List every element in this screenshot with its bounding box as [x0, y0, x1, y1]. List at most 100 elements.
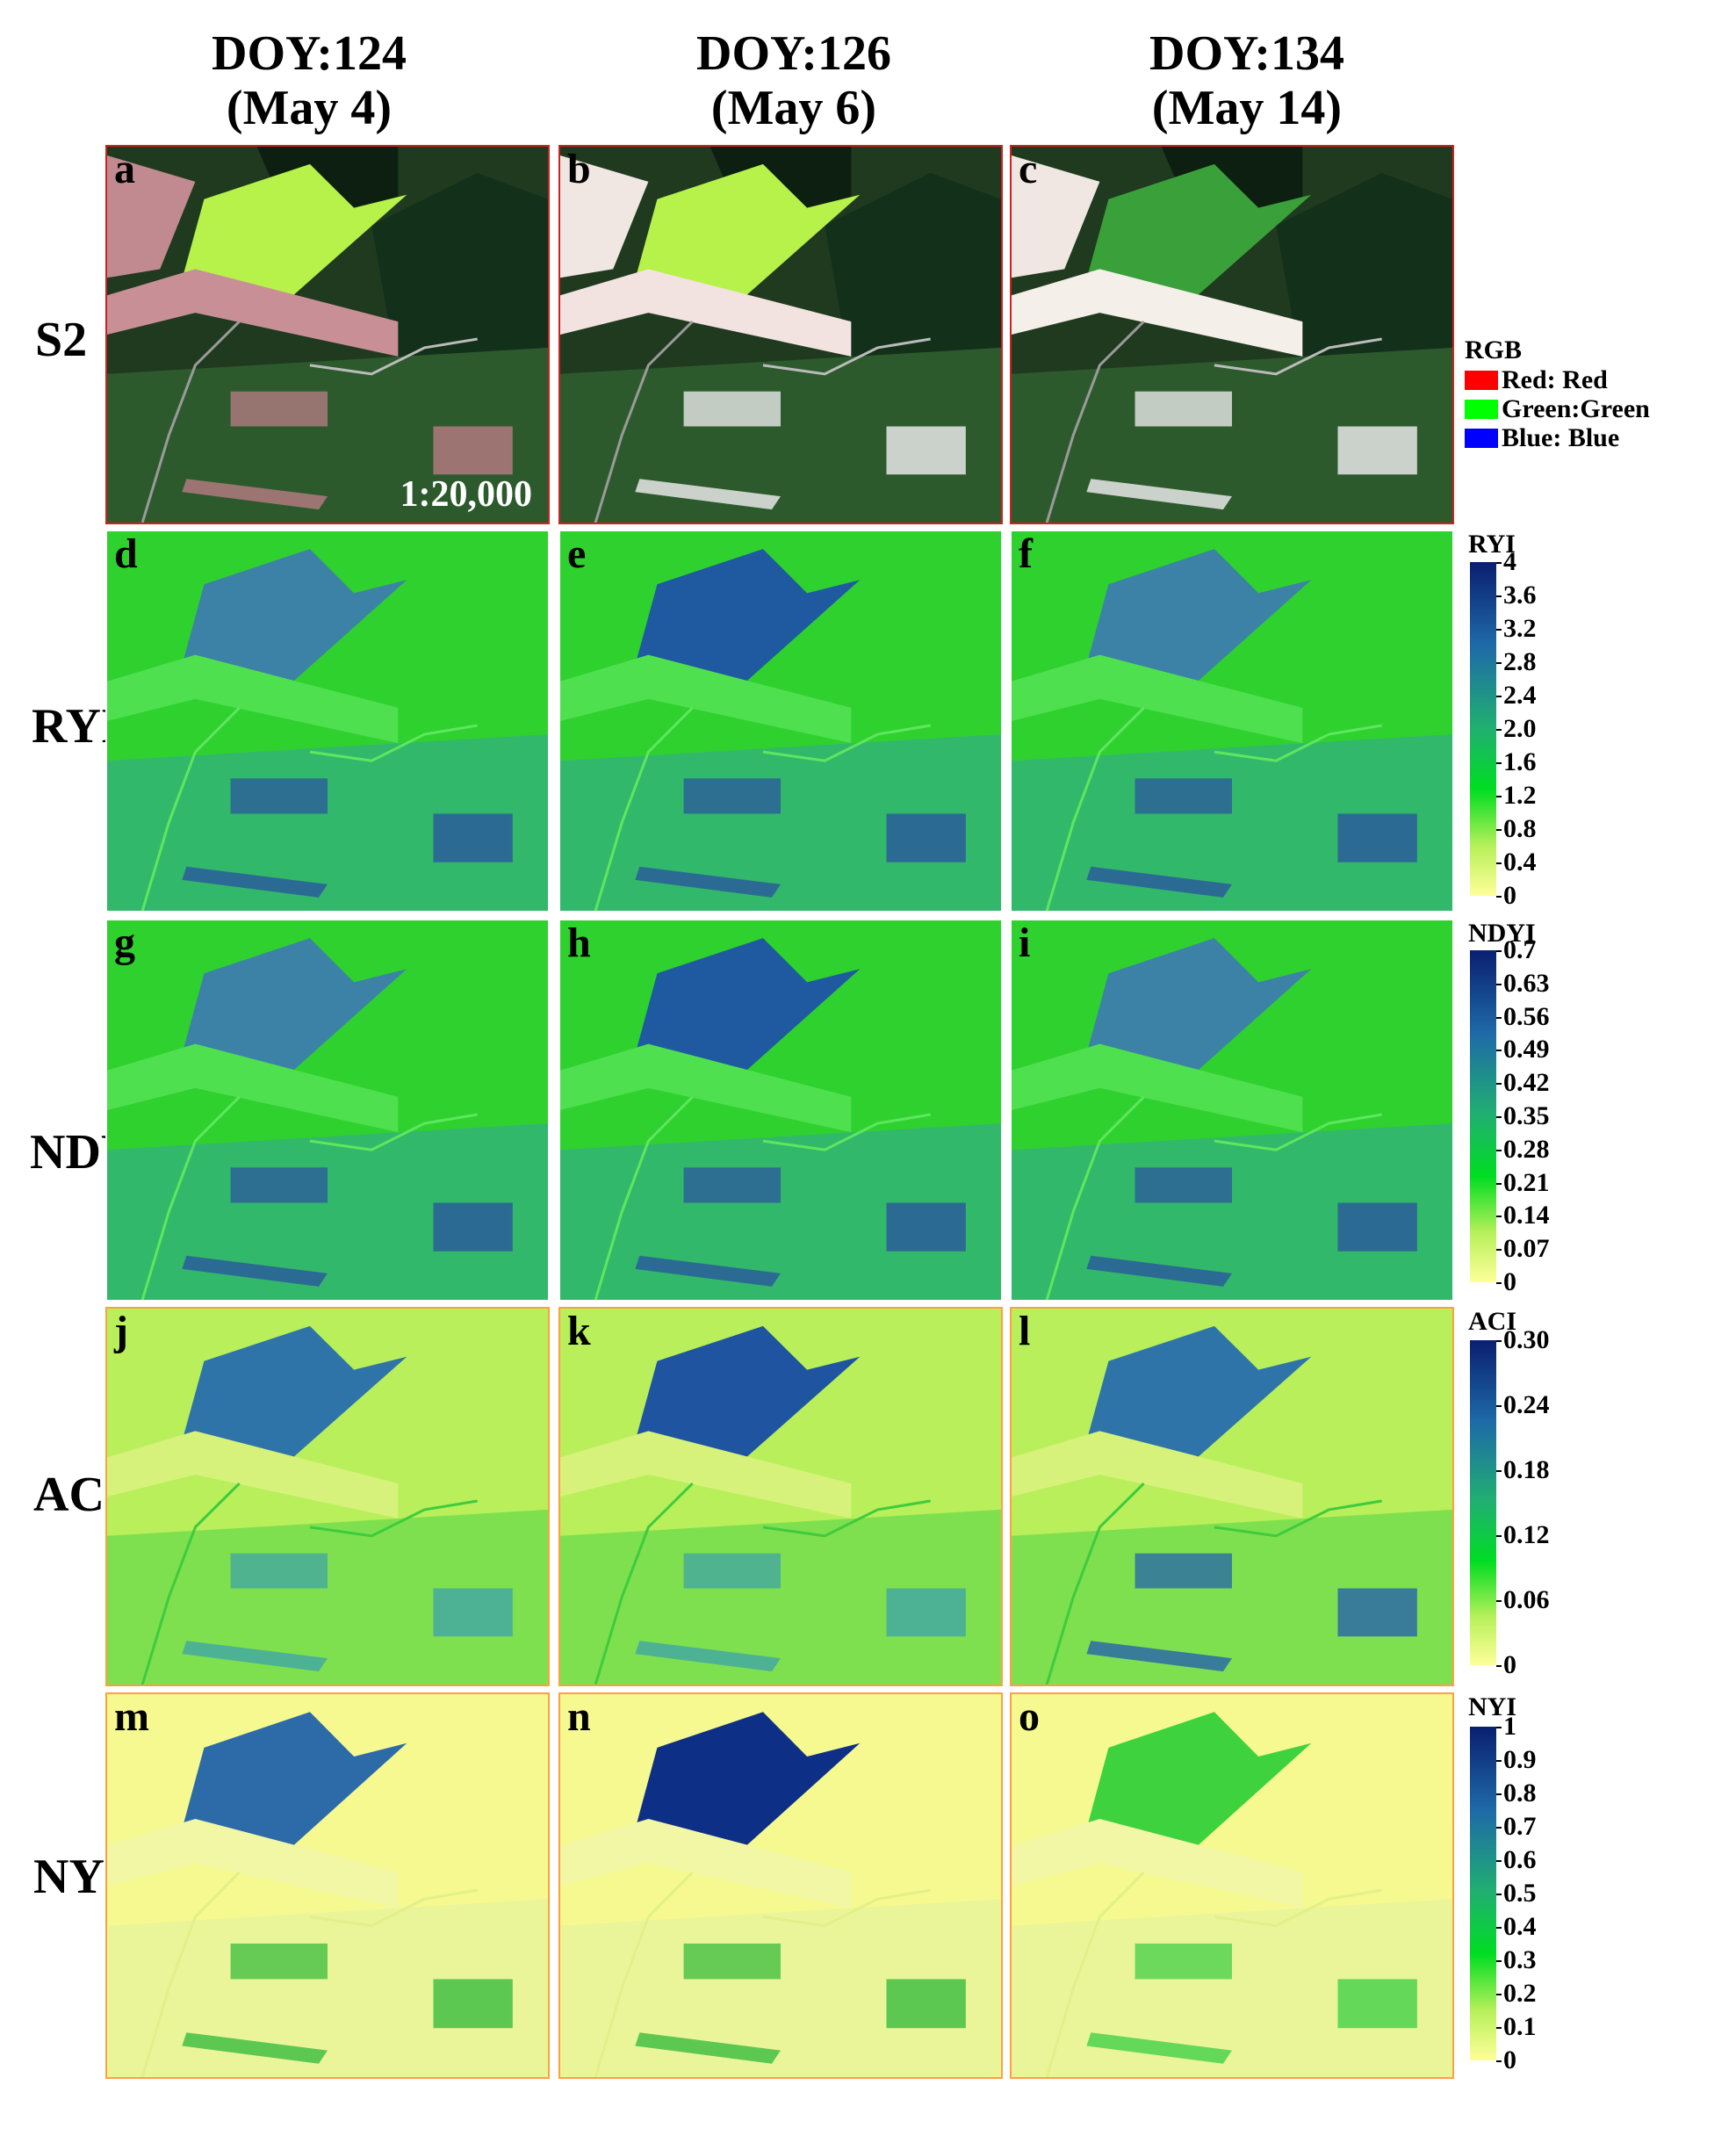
- map-panel-g: g: [105, 919, 550, 1302]
- colorbar-tick-mark: [1496, 1116, 1502, 1118]
- map-image: [1012, 920, 1452, 1300]
- colorbar-tick-label: 0.4: [1503, 1912, 1537, 1941]
- panel-letter: m: [114, 1693, 149, 1740]
- colorbar-tick-mark: [1496, 1149, 1502, 1151]
- map-image: [1012, 1309, 1452, 1685]
- colorbar-tick-label: 1: [1503, 1712, 1516, 1741]
- colorbar-tick-label: 3.2: [1503, 614, 1537, 643]
- row-label-s2: S2: [35, 313, 88, 367]
- colorbar-tick-label: 0.30: [1503, 1325, 1550, 1354]
- map-panel-d: d: [105, 530, 550, 913]
- panel-letter: e: [567, 530, 587, 577]
- colorbar-tick-label: 0.14: [1503, 1201, 1550, 1230]
- map-image: [560, 147, 1001, 523]
- colorbar-tick-mark: [1496, 696, 1502, 697]
- panel-letter: i: [1019, 920, 1031, 966]
- green-swatch: [1465, 399, 1498, 419]
- column-doy: DOY:134: [1149, 26, 1344, 81]
- colorbar-tick-label: 0.2: [1503, 1979, 1537, 2008]
- colorbar-tick-label: 0.07: [1503, 1234, 1550, 1264]
- map-image: [107, 1694, 548, 2077]
- colorbar-tick-label: 2.0: [1503, 714, 1537, 743]
- colorbar-tick-label: 0.56: [1503, 1001, 1550, 1031]
- map-panel-k: k: [558, 1307, 1003, 1686]
- colorbar-tick-label: 0.35: [1503, 1101, 1550, 1130]
- map-image: [560, 531, 1001, 911]
- colorbar-tick-label: 0.18: [1503, 1455, 1550, 1484]
- map-panel-e: e: [558, 530, 1003, 913]
- colorbar-tick-label: 0.3: [1503, 1945, 1537, 1974]
- colorbar-tick-label: 0.63: [1503, 968, 1550, 998]
- colorbar-title: NYI: [1468, 1692, 1517, 1721]
- colorbar-tick-label: 0.1: [1503, 2012, 1537, 2041]
- legend-label: Green:Green: [1502, 393, 1650, 423]
- panel-letter: b: [567, 146, 591, 192]
- panel-letter: l: [1019, 1308, 1031, 1354]
- scale-label: 1:20,000: [400, 474, 533, 515]
- map-panel-a: a 1:20,000: [105, 145, 550, 524]
- column-doy: DOY:124: [212, 26, 407, 81]
- colorbar-gradient: [1470, 950, 1496, 1282]
- column-date: (May 4): [226, 81, 393, 135]
- colorbar-tick-mark: [1496, 1016, 1502, 1019]
- red-swatch: [1465, 370, 1498, 390]
- colorbar-tick-mark: [1496, 1860, 1502, 1862]
- map-image: [107, 531, 548, 911]
- colorbar-tick-label: 0.9: [1503, 1745, 1537, 1774]
- colorbar-tick-mark: [1496, 896, 1502, 898]
- colorbar-gradient: [1470, 1727, 1496, 2060]
- colorbar-tick-mark: [1496, 1340, 1502, 1342]
- map-panel-c: c: [1010, 145, 1454, 524]
- panel-letter: d: [114, 530, 138, 577]
- colorbar-tick-label: 0.8: [1503, 814, 1537, 843]
- colorbar-gradient: [1470, 562, 1496, 896]
- colorbar-tick-label: 0.12: [1503, 1520, 1550, 1549]
- colorbar-tick-label: 0.4: [1503, 848, 1537, 877]
- column-title-2: DOY:126 (May 6): [574, 26, 1013, 135]
- map-image: [1012, 531, 1452, 911]
- colorbar-tick-label: 0.7: [1503, 935, 1537, 964]
- colorbar-tick-mark: [1496, 1470, 1502, 1472]
- colorbar-tick-mark: [1496, 662, 1502, 664]
- colorbar-tick-mark: [1496, 1827, 1502, 1829]
- colorbar-tick-mark: [1496, 1083, 1502, 1086]
- map-image: [1012, 1694, 1452, 2077]
- blue-swatch: [1465, 428, 1498, 448]
- colorbar-tick-label: 0: [1503, 881, 1516, 910]
- panel-letter: k: [567, 1308, 591, 1354]
- map-panel-o: o: [1010, 1692, 1454, 2079]
- colorbar-tick-mark: [1496, 1760, 1502, 1762]
- colorbar-tick-mark: [1496, 562, 1502, 564]
- colorbar-tick-mark: [1496, 762, 1502, 764]
- colorbar-tick-mark: [1496, 1927, 1502, 1929]
- colorbar-tick-mark: [1496, 796, 1502, 797]
- colorbar-tick-label: 1.6: [1503, 747, 1537, 776]
- panel-letter: h: [567, 920, 591, 966]
- map-image: [560, 920, 1001, 1300]
- column-title-3: DOY:134 (May 14): [1027, 26, 1466, 135]
- colorbar-tick-label: 3.6: [1503, 581, 1537, 610]
- colorbar-tick-label: 4: [1503, 547, 1516, 576]
- colorbar-tick-mark: [1496, 1050, 1502, 1052]
- colorbar-tick-label: 0.06: [1503, 1585, 1550, 1614]
- colorbar-tick-mark: [1496, 1793, 1502, 1795]
- colorbar-tick-mark: [1496, 1600, 1502, 1602]
- colorbar-tick-label: 0.21: [1503, 1167, 1550, 1197]
- colorbar-tick-label: 0.28: [1503, 1134, 1550, 1164]
- panel-letter: c: [1019, 146, 1038, 192]
- panel-letter: j: [114, 1308, 128, 1354]
- panel-letter: f: [1019, 530, 1033, 577]
- legend-label: Red: Red: [1502, 364, 1608, 394]
- map-panel-f: f: [1010, 530, 1454, 913]
- legend-item-blue: Blue: Blue: [1465, 423, 1650, 452]
- colorbar-tick-label: 0.5: [1503, 1879, 1537, 1908]
- colorbar-tick-mark: [1496, 1727, 1502, 1728]
- colorbar-title: RYI: [1468, 530, 1516, 559]
- colorbar-tick-mark: [1496, 729, 1502, 731]
- colorbar-tick-label: 0.8: [1503, 1778, 1537, 1807]
- colorbar-tick-mark: [1496, 1535, 1502, 1537]
- map-panel-i: i: [1010, 919, 1454, 1302]
- colorbar-title: NDYI: [1468, 919, 1536, 948]
- colorbar-tick-mark: [1496, 1282, 1502, 1284]
- colorbar-tick-mark: [1496, 1216, 1502, 1218]
